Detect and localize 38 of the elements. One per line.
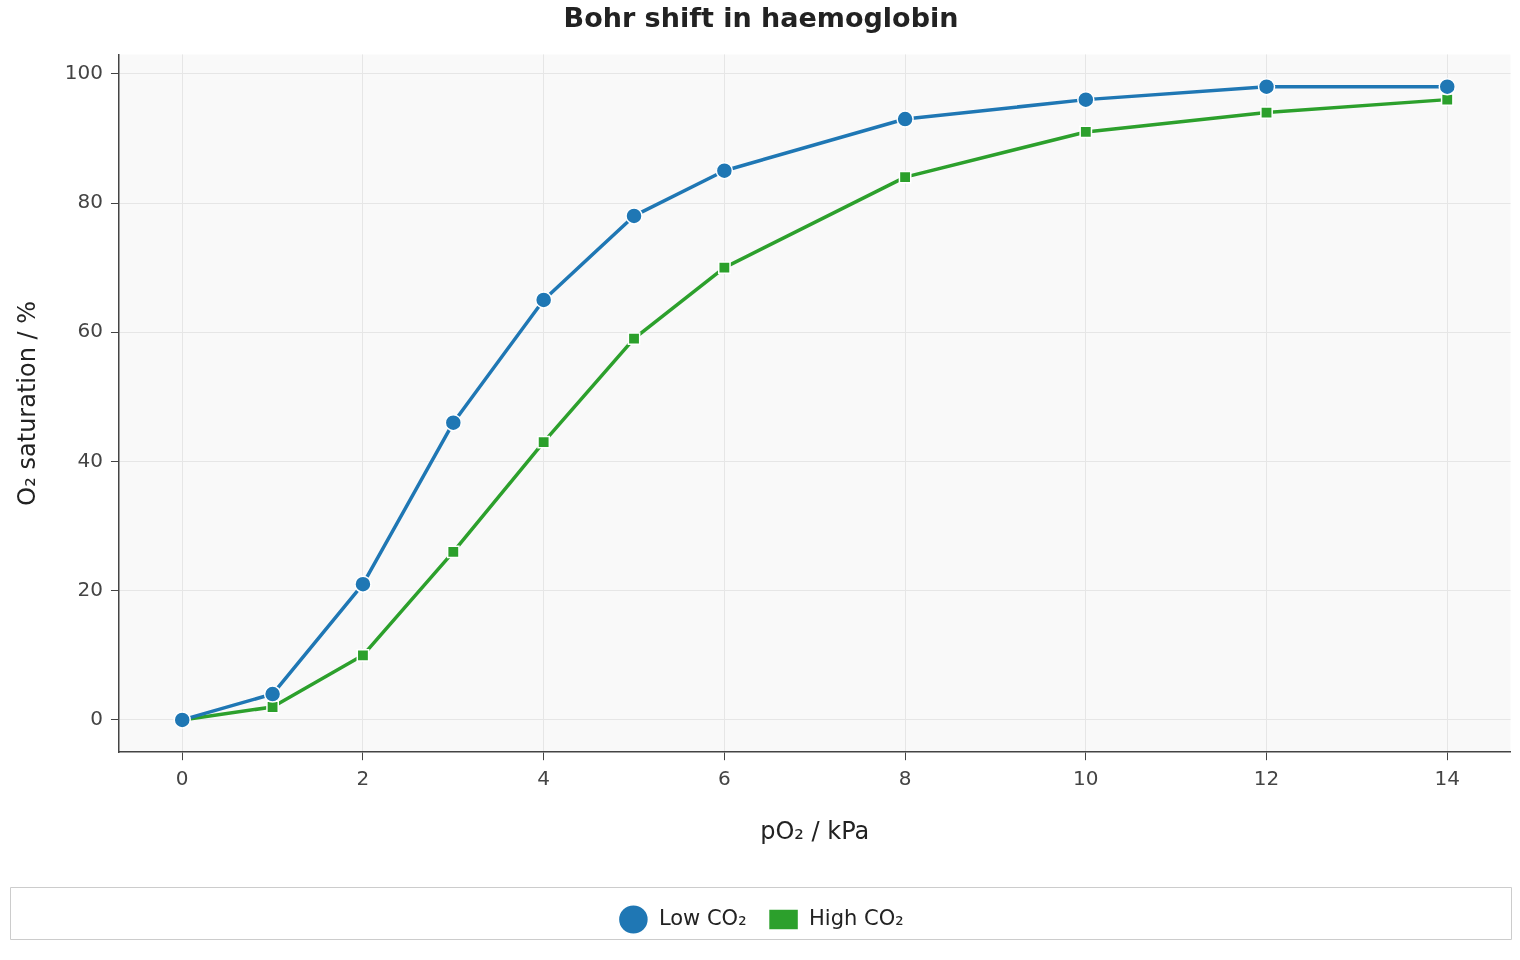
x-tick-label: 6 [718, 766, 731, 791]
chart-title: Bohr shift in haemoglobin [563, 2, 959, 34]
point [1077, 90, 1095, 109]
point [1079, 125, 1093, 139]
y-tick-label: 60 [77, 318, 103, 343]
y-tick-label: 100 [64, 59, 103, 84]
x-tick-label: 2 [356, 766, 370, 791]
x-tick-label: 4 [537, 766, 551, 791]
legend-label: Low CO₂ [658, 905, 747, 930]
y-axis-title: O₂ saturation / % [12, 300, 41, 506]
point [896, 110, 914, 128]
point [537, 435, 551, 449]
point [715, 161, 734, 180]
point [898, 170, 912, 184]
point [627, 332, 641, 346]
point [356, 648, 370, 662]
point [625, 207, 643, 225]
point [717, 261, 731, 275]
x-tick-label: 8 [898, 766, 912, 791]
x-tick-label: 14 [1434, 766, 1460, 791]
point [444, 413, 463, 432]
point [354, 575, 372, 593]
point [263, 685, 282, 703]
x-axis-title: pO₂ / kPa [760, 816, 870, 845]
x-tick-label: 0 [175, 766, 189, 791]
x-tick-label: 10 [1073, 766, 1099, 791]
y-tick-label: 20 [77, 576, 103, 601]
y-tick-label: 0 [90, 706, 103, 731]
point [1440, 93, 1454, 107]
point [534, 291, 553, 309]
legend-label: High CO₂ [809, 905, 904, 930]
point [1260, 106, 1273, 119]
point [1438, 77, 1456, 96]
x-tick-label: 12 [1253, 766, 1280, 791]
point [446, 545, 460, 559]
point [1257, 77, 1276, 96]
y-tick-label: 40 [77, 447, 103, 472]
y-tick-label: 80 [77, 189, 103, 214]
